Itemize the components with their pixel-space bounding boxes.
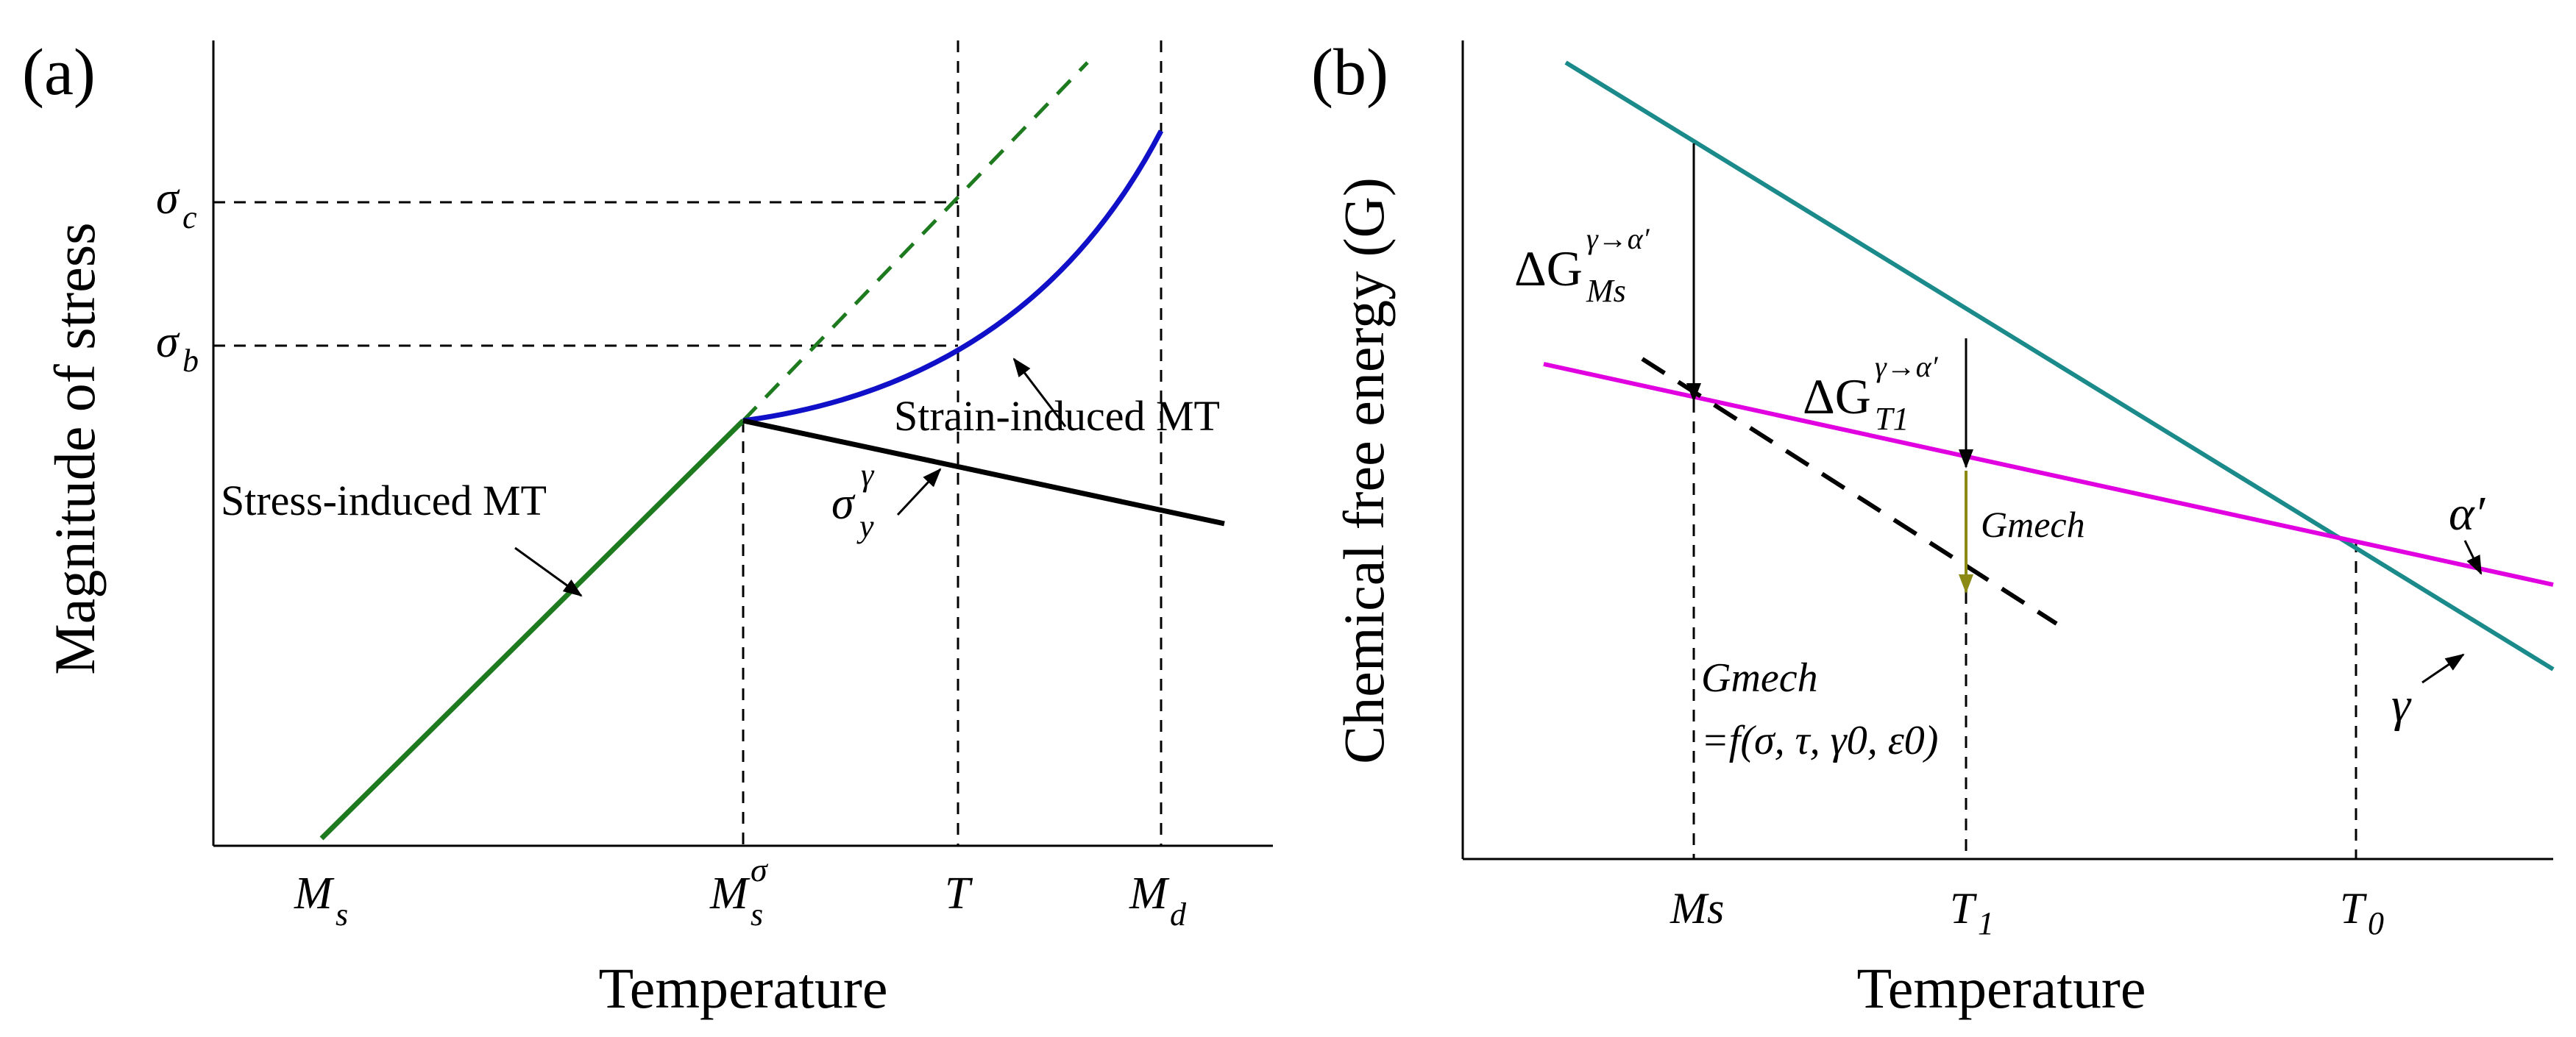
svg-text:s: s bbox=[751, 897, 763, 933]
panel-a-y-label: Magnitude of stress bbox=[43, 222, 107, 674]
svg-text:M: M bbox=[709, 869, 751, 919]
gamma-label: γ bbox=[2391, 678, 2412, 732]
strain-induced-arrow bbox=[1012, 357, 1067, 427]
panel-b-y-label: Chemical free energy (G) bbox=[1332, 177, 1396, 764]
strain-induced-curve bbox=[742, 129, 1164, 424]
svg-text:c: c bbox=[182, 199, 197, 235]
alpha-prime-label: α′ bbox=[2449, 487, 2486, 541]
stress-induced-extension bbox=[742, 61, 1089, 422]
svg-text:0: 0 bbox=[2368, 905, 2384, 941]
svg-text:γ→α′: γ→α′ bbox=[1586, 222, 1650, 255]
svg-text:d: d bbox=[1170, 897, 1187, 933]
ms-sigma-tick: M σ s bbox=[709, 851, 769, 933]
strain-induced-label: Strain-induced MT bbox=[894, 392, 1220, 440]
yield-stress-line bbox=[742, 418, 1225, 527]
stress-induced-arrow bbox=[514, 546, 583, 597]
stress-induced-line bbox=[319, 418, 745, 841]
svg-text:σ: σ bbox=[156, 317, 180, 367]
svg-text:1: 1 bbox=[1978, 905, 1994, 941]
g-mech-label: Gmech bbox=[1981, 504, 2085, 545]
sigma-c-tick: σ c bbox=[156, 174, 197, 235]
panel-a-x-label: Temperature bbox=[599, 956, 888, 1020]
t-tick: T bbox=[945, 869, 973, 919]
svg-text:σ: σ bbox=[831, 479, 856, 529]
gamma-free-energy-line bbox=[1564, 60, 2555, 671]
shifted-dashed-line bbox=[1641, 357, 2058, 626]
panel-b-x-label: Temperature bbox=[1857, 956, 2146, 1020]
sigma-y-arrow bbox=[896, 468, 942, 516]
g-mech-formula-expression: =f(σ, τ, γ0, ε0) bbox=[1701, 718, 1938, 763]
svg-text:b: b bbox=[182, 343, 199, 379]
svg-text:s: s bbox=[336, 897, 348, 933]
svg-text:T: T bbox=[945, 869, 973, 919]
svg-text:σ: σ bbox=[751, 851, 769, 888]
svg-text:γ: γ bbox=[861, 457, 875, 493]
svg-text:T: T bbox=[2340, 884, 2367, 933]
t1-tick: T 1 bbox=[1950, 884, 1994, 941]
sigma-b-tick: σ b bbox=[156, 317, 199, 379]
panel-b-label: (b) bbox=[1311, 36, 1388, 109]
panel-b: (b) Chemical free energy (G) Temperature… bbox=[1311, 36, 2555, 1020]
alpha-prime-free-energy-line bbox=[1543, 362, 2554, 587]
gamma-arrow bbox=[2421, 653, 2465, 684]
svg-text:y: y bbox=[856, 508, 874, 544]
panel-a: (a) Magnitude of stress Temperature Stra… bbox=[22, 36, 1273, 1020]
alpha-prime-arrow bbox=[2463, 540, 2483, 575]
svg-text:T1: T1 bbox=[1875, 401, 1909, 437]
ms-tick: M s bbox=[294, 869, 348, 933]
md-tick: M d bbox=[1129, 869, 1187, 933]
ms-tick-b: Ms bbox=[1670, 884, 1724, 933]
svg-text:σ: σ bbox=[156, 174, 180, 224]
dg-ms-label: ΔG γ→α′ Ms bbox=[1514, 222, 1650, 309]
panel-a-label: (a) bbox=[22, 36, 96, 109]
svg-text:ΔG: ΔG bbox=[1514, 240, 1583, 296]
t0-tick: T 0 bbox=[2340, 884, 2384, 941]
stress-induced-label: Stress-induced MT bbox=[221, 477, 547, 524]
svg-text:M: M bbox=[1129, 869, 1170, 919]
svg-text:T: T bbox=[1950, 884, 1977, 933]
sigma-y-label: σ γ y bbox=[831, 457, 875, 544]
svg-text:γ→α′: γ→α′ bbox=[1875, 350, 1939, 383]
svg-text:M: M bbox=[294, 869, 335, 919]
g-mech-formula-name: Gmech bbox=[1701, 655, 1818, 701]
svg-text:Ms: Ms bbox=[1586, 273, 1626, 309]
dg-t1-label: ΔG γ→α′ T1 bbox=[1803, 350, 1939, 437]
svg-text:ΔG: ΔG bbox=[1803, 368, 1871, 424]
